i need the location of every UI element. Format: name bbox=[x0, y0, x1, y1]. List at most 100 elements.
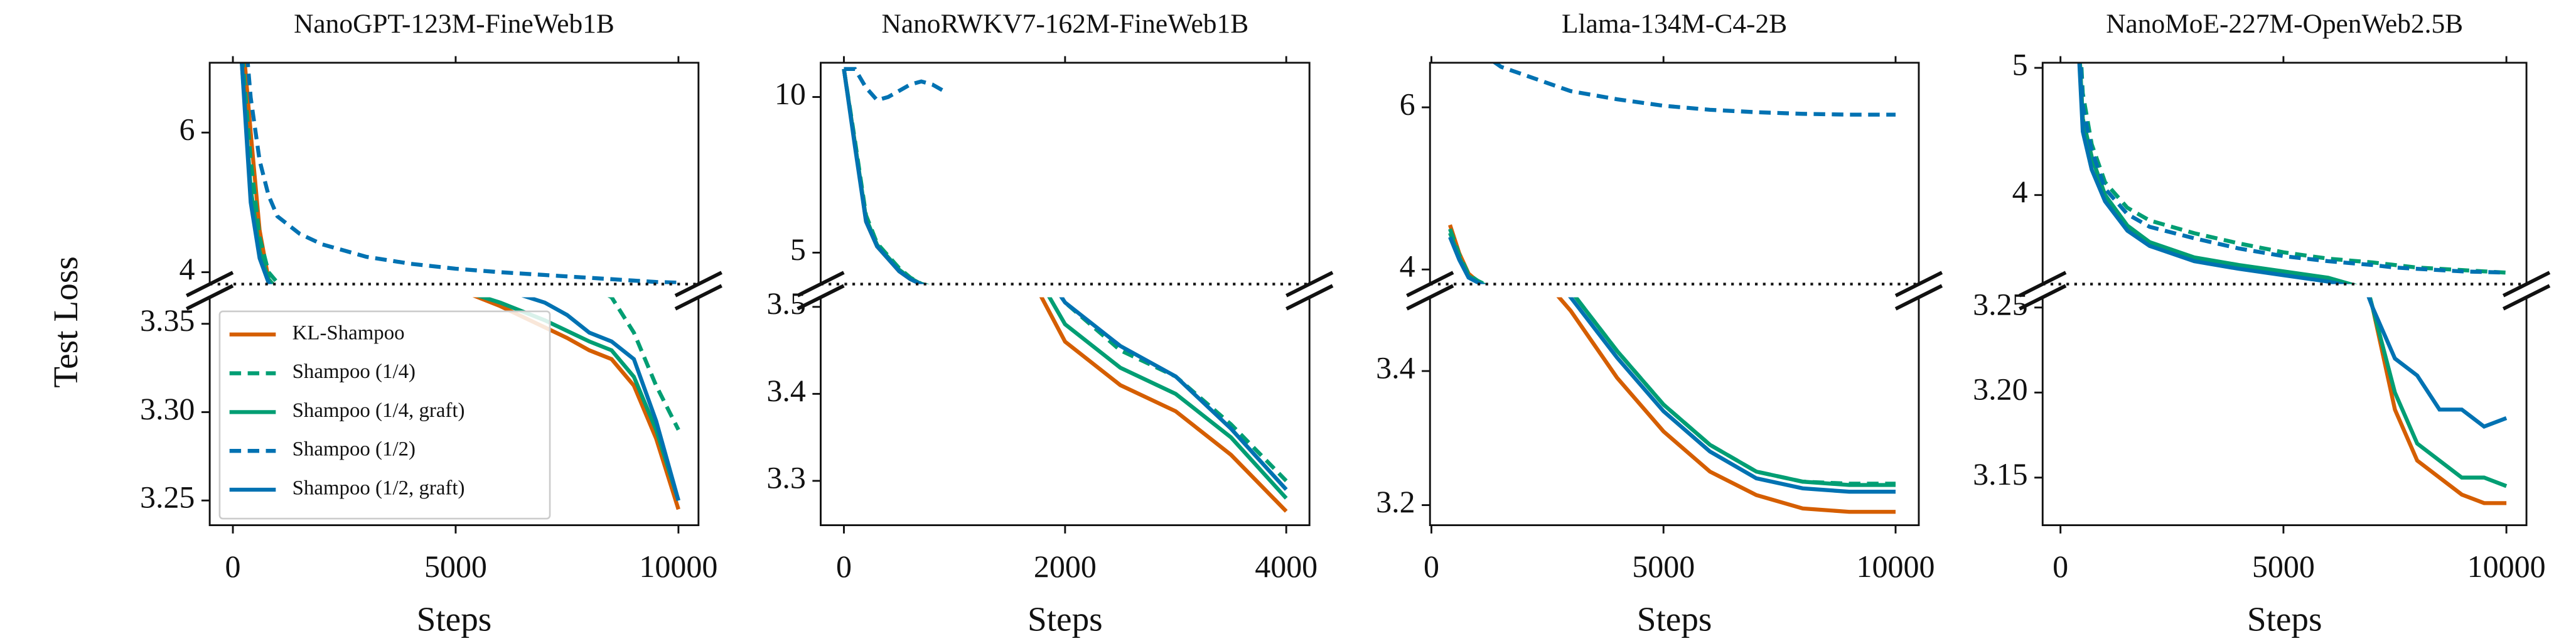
y-tick-label: 3.25 bbox=[140, 480, 195, 515]
break-mark bbox=[674, 271, 722, 298]
series-line bbox=[1491, 62, 1896, 117]
plot-area: 463.253.303.350 5000 10000NanoGPT-123M-Fin… bbox=[46, 9, 2551, 638]
break-mark bbox=[1285, 284, 1334, 311]
spine bbox=[2041, 62, 2528, 284]
series-line bbox=[240, 62, 272, 284]
break-mark bbox=[797, 271, 845, 298]
spine bbox=[820, 62, 1311, 284]
series-line bbox=[2078, 62, 2356, 284]
chart-title: NanoRWKV7-162M-FineWeb1B bbox=[882, 9, 1249, 39]
series-line bbox=[240, 62, 286, 284]
break-mark bbox=[2019, 284, 2067, 311]
x-tick-label: 10000 bbox=[2467, 549, 2546, 584]
legend-label: Shampoo (1/4) bbox=[292, 360, 416, 383]
x-axis-label: Steps bbox=[417, 600, 492, 638]
y-tick-label: 4 bbox=[2012, 174, 2028, 209]
x-axis-label: Steps bbox=[2247, 600, 2322, 638]
y-tick-label: 3.35 bbox=[140, 303, 195, 338]
break-mark bbox=[1285, 271, 1334, 298]
series-line bbox=[476, 297, 680, 502]
series-line bbox=[1573, 297, 1896, 487]
series-line bbox=[2078, 62, 2507, 275]
series-line bbox=[842, 68, 928, 284]
series-line bbox=[2367, 297, 2507, 505]
legend-box bbox=[218, 310, 551, 520]
break-mark bbox=[185, 271, 234, 298]
break-mark bbox=[1894, 271, 1943, 298]
x-tick-label: 10000 bbox=[1857, 549, 1935, 584]
break-mark bbox=[2502, 271, 2551, 298]
series-line bbox=[842, 68, 930, 284]
legend-label: Shampoo (1/2) bbox=[292, 438, 416, 461]
x-tick-label: 2000 bbox=[1034, 549, 1097, 584]
spine bbox=[1429, 297, 1920, 527]
spine bbox=[208, 62, 700, 284]
break-mark bbox=[2502, 284, 2551, 311]
x-tick-label: 5000 bbox=[424, 549, 487, 584]
y-tick-label: 4 bbox=[179, 251, 195, 286]
y-tick-label: 3.3 bbox=[766, 460, 805, 495]
series-line bbox=[2078, 62, 2358, 284]
series-line bbox=[1059, 297, 1288, 491]
series-line bbox=[842, 68, 928, 284]
series-line bbox=[1448, 232, 1488, 284]
series-line bbox=[2077, 62, 2351, 284]
x-tick-label: 0 bbox=[2053, 549, 2068, 584]
y-tick-label: 10 bbox=[775, 76, 806, 111]
x-axis-label: Steps bbox=[1028, 600, 1103, 638]
series-line bbox=[2368, 297, 2508, 488]
break-mark bbox=[1894, 284, 1943, 311]
x-tick-label: 0 bbox=[1424, 549, 1439, 584]
x-tick-label: 0 bbox=[836, 549, 852, 584]
break-mark bbox=[797, 284, 845, 311]
chart-title: Llama-134M-C4-2B bbox=[1562, 9, 1787, 39]
x-tick-label: 4000 bbox=[1255, 549, 1318, 584]
y-tick-label: 5 bbox=[790, 232, 806, 267]
break-mark bbox=[185, 284, 234, 311]
series-line bbox=[472, 297, 680, 510]
legend-label: Shampoo (1/2, graft) bbox=[292, 477, 465, 500]
y-axis-label: Test Loss bbox=[46, 256, 85, 387]
chart-title: NanoGPT-123M-FineWeb1B bbox=[294, 9, 614, 39]
y-tick-label: 6 bbox=[179, 112, 195, 147]
y-tick-label: 3.4 bbox=[1376, 350, 1415, 385]
x-tick-label: 5000 bbox=[1632, 549, 1695, 584]
series-line bbox=[240, 62, 276, 284]
series-line bbox=[2366, 297, 2508, 429]
series-line bbox=[1568, 297, 1896, 494]
break-mark bbox=[1406, 271, 1454, 298]
series-line bbox=[1047, 297, 1288, 500]
series-line bbox=[1556, 297, 1896, 514]
series-line bbox=[1039, 297, 1288, 513]
y-tick-label: 3.15 bbox=[1973, 456, 2027, 492]
y-tick-label: 3.20 bbox=[1973, 372, 2027, 407]
y-tick-label: 4 bbox=[1400, 249, 1415, 284]
legend-label: Shampoo (1/4, graft) bbox=[292, 399, 465, 422]
break-mark bbox=[1406, 284, 1454, 311]
break-mark bbox=[674, 284, 722, 311]
y-tick-label: 3.25 bbox=[1973, 286, 2027, 321]
series-line bbox=[1448, 228, 1489, 284]
break-mark bbox=[2019, 271, 2067, 298]
chart-title: NanoMoE-227M-OpenWeb2.5B bbox=[2106, 9, 2463, 39]
y-tick-label: 3.4 bbox=[766, 373, 805, 408]
series-line bbox=[521, 297, 680, 502]
x-tick-label: 0 bbox=[225, 549, 241, 584]
x-tick-label: 10000 bbox=[639, 549, 717, 584]
series-line bbox=[1059, 297, 1288, 483]
y-tick-label: 6 bbox=[1400, 86, 1415, 121]
series-line bbox=[1448, 224, 1487, 284]
y-tick-label: 3.2 bbox=[1376, 484, 1415, 519]
series-line bbox=[842, 68, 929, 284]
series-line bbox=[245, 62, 679, 284]
series-line bbox=[242, 62, 276, 284]
y-tick-label: 3.5 bbox=[766, 286, 805, 321]
series-line bbox=[844, 67, 945, 103]
legend-label: KL-Shampoo bbox=[292, 321, 405, 344]
x-axis-label: Steps bbox=[1637, 600, 1712, 638]
spine bbox=[2041, 297, 2528, 527]
y-tick-label: 5 bbox=[2012, 47, 2028, 82]
x-tick-label: 5000 bbox=[2252, 549, 2315, 584]
y-tick-label: 3.30 bbox=[140, 391, 195, 426]
